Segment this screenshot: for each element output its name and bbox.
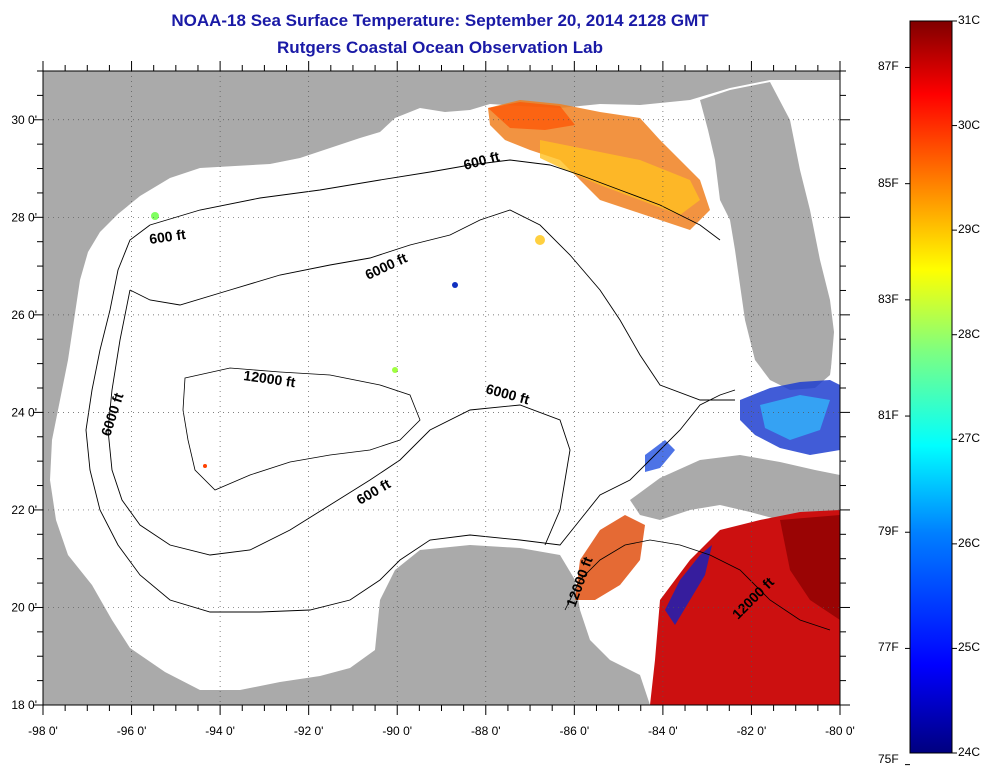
graticule — [43, 71, 840, 705]
colorbar-label-celsius: 25C — [958, 640, 981, 655]
colorbar-label-fahrenheit: 79F — [878, 524, 899, 539]
sst-speck-4 — [535, 235, 545, 245]
x-tick-label: -92 0' — [294, 724, 324, 738]
colorbar-label-celsius: 27C — [958, 431, 981, 446]
map-title: NOAA-18 Sea Surface Temperature: Septemb… — [171, 11, 709, 30]
colorbar-label-celsius: 29C — [958, 222, 981, 237]
land-cuba — [630, 455, 840, 525]
x-tick-label: -86 0' — [560, 724, 590, 738]
y-tick-label: 22 0' — [11, 503, 37, 517]
sst-patch-cuba-north — [645, 440, 675, 472]
colorbar-label-fahrenheit: 77F — [878, 640, 899, 655]
colorbar — [909, 20, 953, 754]
sst-speck-3 — [452, 282, 458, 288]
colorbar-label-celsius: 26C — [958, 535, 981, 550]
contour-label-600ft-west: 600 ft — [148, 226, 187, 247]
colorbar-label-fahrenheit: 85F — [878, 175, 899, 190]
y-tick-label: 24 0' — [11, 405, 37, 419]
y-tick-label: 30 0' — [11, 113, 37, 127]
x-tick-label: -90 0' — [382, 724, 412, 738]
colorbar-label-fahrenheit: 83F — [878, 291, 899, 306]
contour-12000ft — [182, 367, 421, 491]
axis-ticks: -98 0' -96 0' -94 0' -92 0' -90 0' -88 0' -86 … — [11, 61, 855, 738]
sst-speck-5 — [203, 464, 207, 468]
colorbar-label-celsius: 28C — [958, 326, 981, 341]
land-mexico-us — [43, 71, 840, 705]
map-frame — [42, 70, 841, 706]
colorbar-label-fahrenheit: 87F — [878, 59, 899, 74]
x-tick-label: -94 0' — [205, 724, 235, 738]
colorbar-ticks — [905, 20, 957, 766]
land-florida — [700, 82, 835, 390]
map-subtitle: Rutgers Coastal Ocean Observation Lab — [277, 38, 603, 57]
sst-patch-caribbean-2 — [780, 515, 840, 620]
contour-6000ft — [129, 209, 735, 401]
x-tick-label: -88 0' — [471, 724, 501, 738]
y-tick-label: 28 0' — [11, 210, 37, 224]
colorbar-label-celsius: 24C — [958, 745, 981, 759]
contour-600ft-north — [149, 159, 721, 241]
sst-patch-yucatan-channel — [575, 515, 645, 600]
colorbar-label-celsius: 31C — [958, 13, 981, 27]
x-tick-label: -84 0' — [648, 724, 678, 738]
contour-6000ft-west — [107, 289, 571, 556]
x-tick-label: -80 0' — [825, 724, 855, 738]
sst-patch-keys-2 — [760, 395, 830, 440]
x-tick-label: -82 0' — [737, 724, 767, 738]
colorbar-label-fahrenheit: 81F — [878, 408, 899, 423]
colorbar-label-celsius: 30C — [958, 117, 981, 132]
y-tick-label: 26 0' — [11, 308, 37, 322]
y-tick-label: 18 0' — [11, 698, 37, 712]
contour-label-12000ft: 12000 ft — [243, 367, 297, 390]
contour-600ft — [85, 224, 736, 613]
sst-patch-caribbean-edge — [665, 545, 712, 625]
land-bahamas-region — [790, 90, 840, 400]
land-yucatan — [375, 545, 650, 705]
y-tick-label: 20 0' — [11, 600, 37, 614]
sst-speck-1 — [151, 212, 159, 220]
x-tick-label: -96 0' — [117, 724, 147, 738]
sst-patch-north-3 — [488, 102, 575, 130]
sst-patch-north-2 — [540, 140, 700, 215]
colorbar-label-fahrenheit: 75F — [878, 752, 899, 766]
x-tick-label: -98 0' — [28, 724, 58, 738]
sst-speck-2 — [392, 367, 398, 373]
contour-12000ft-caribbean — [564, 539, 831, 631]
